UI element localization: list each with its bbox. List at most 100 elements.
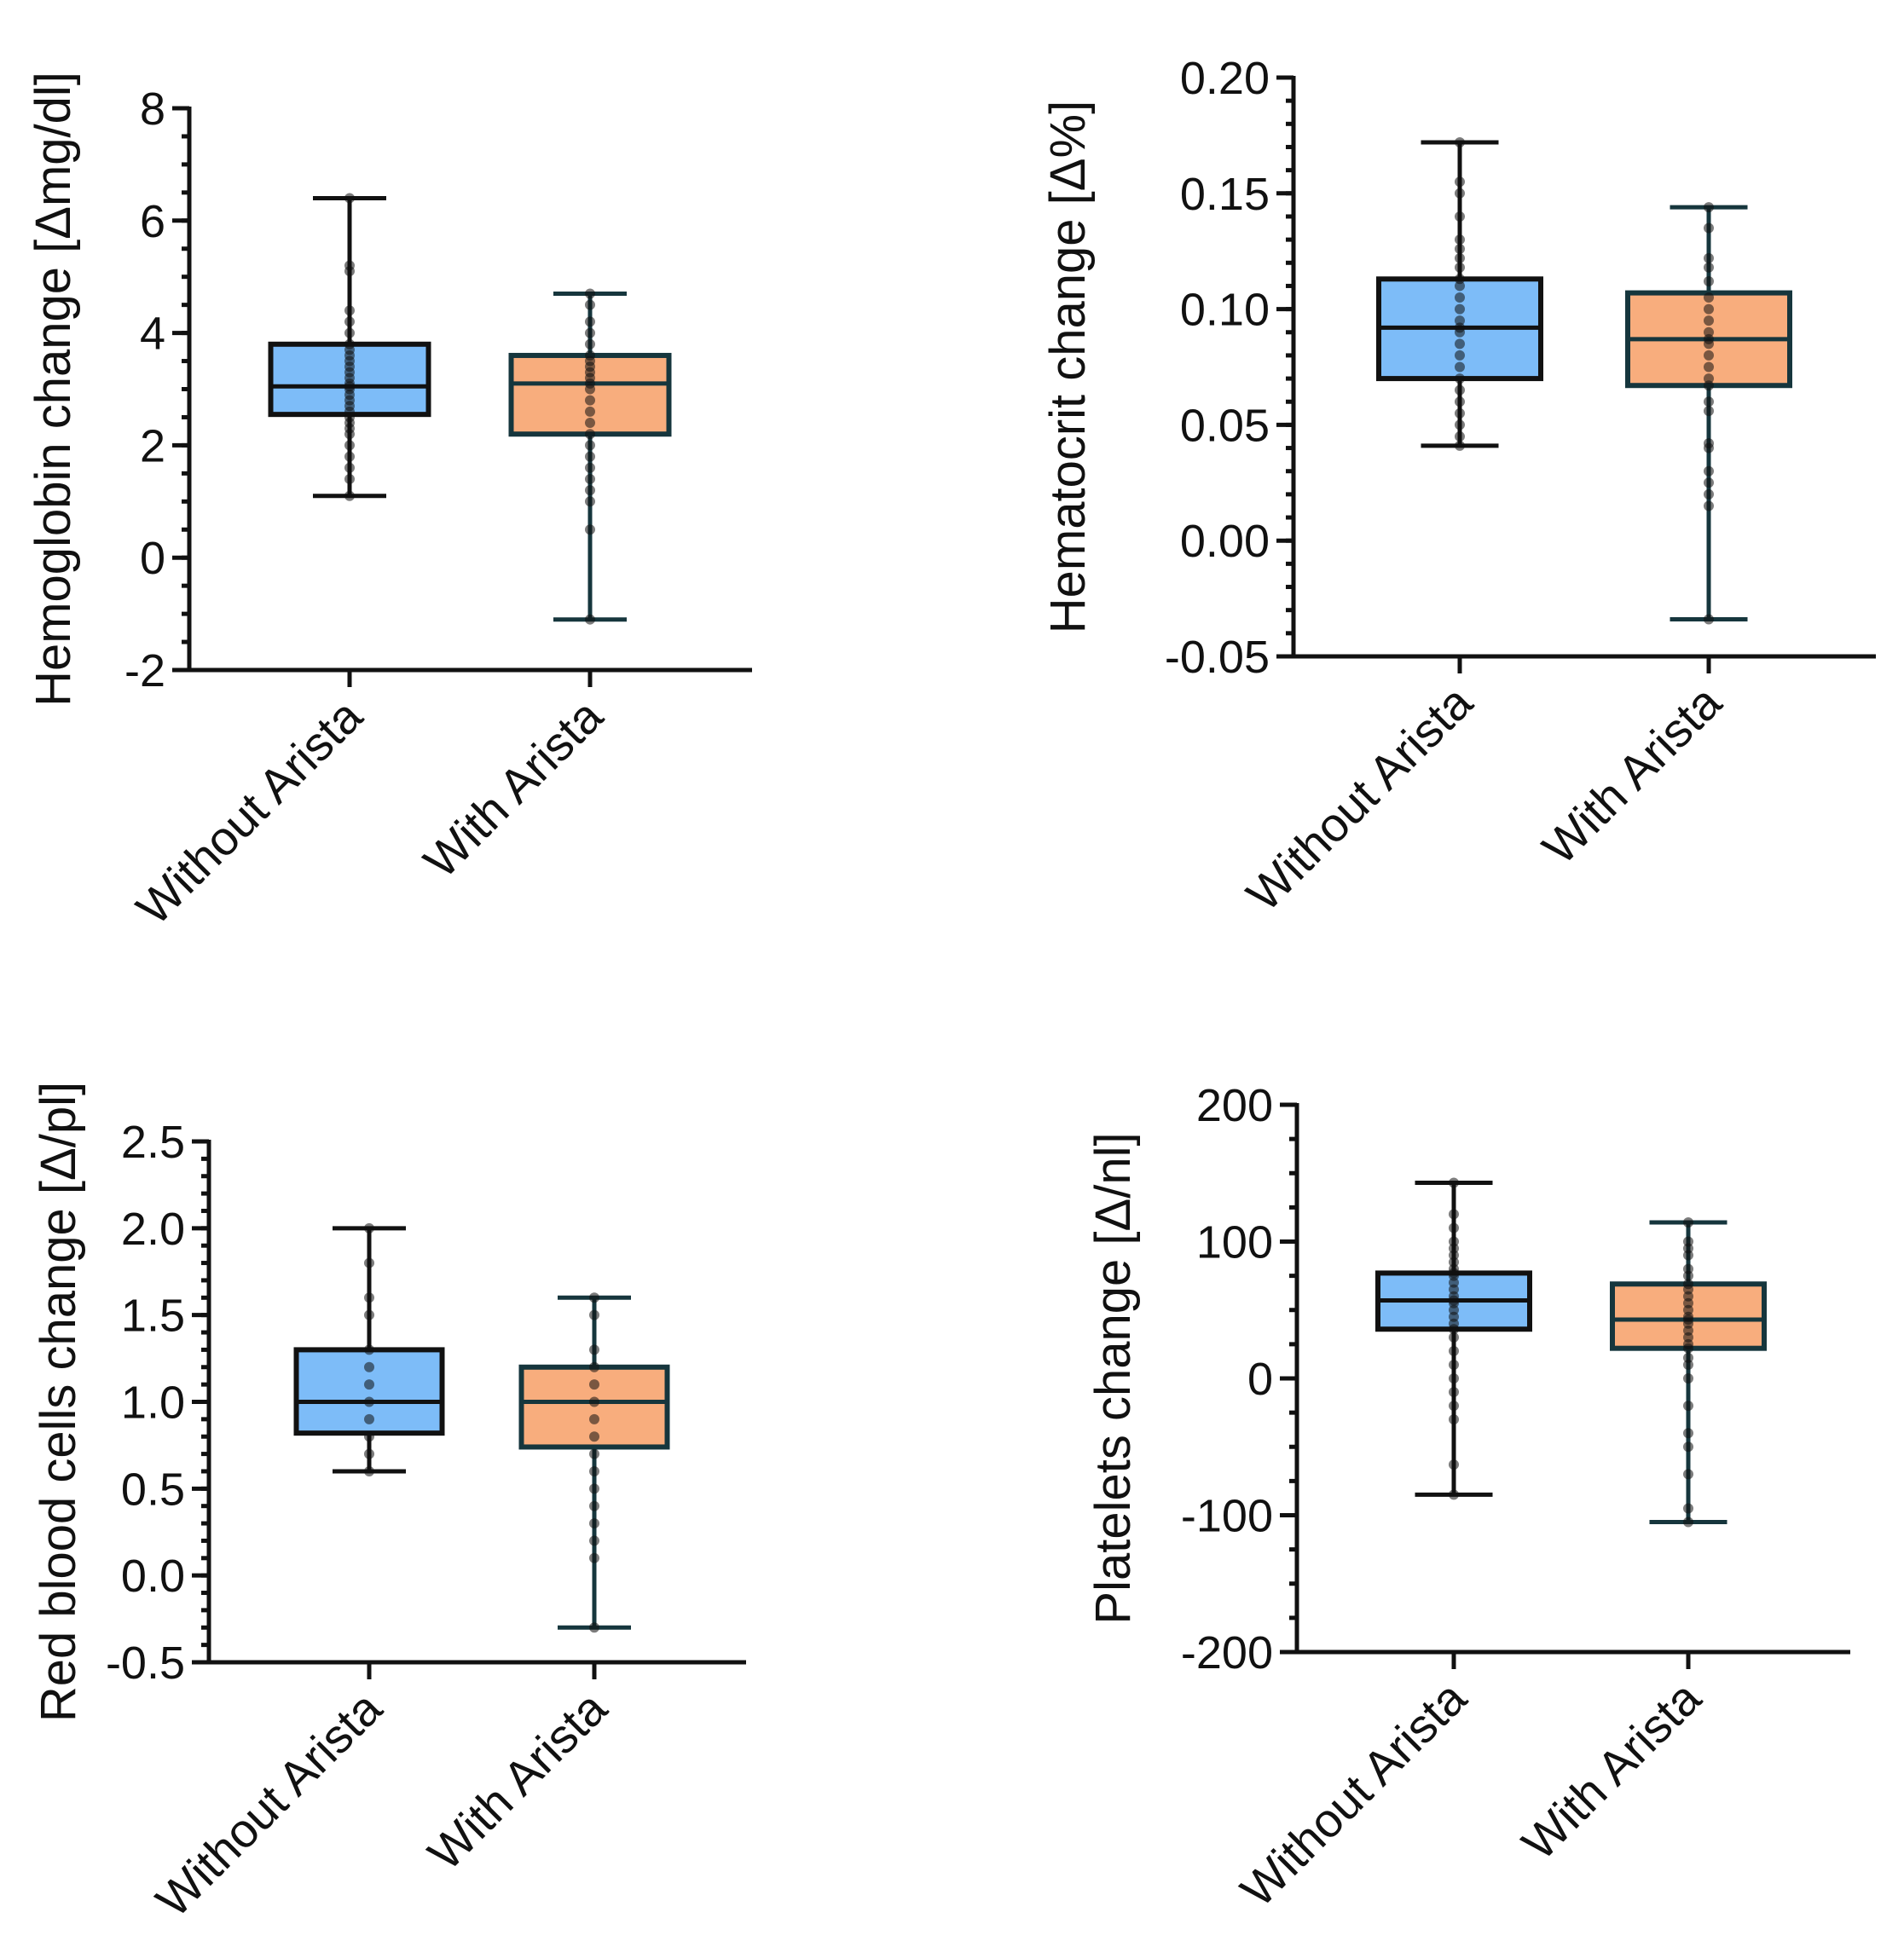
data-point bbox=[585, 338, 595, 350]
data-point bbox=[1449, 1359, 1459, 1370]
data-point bbox=[1683, 1401, 1693, 1412]
data-point bbox=[1449, 1222, 1459, 1233]
data-point bbox=[1449, 1332, 1459, 1343]
data-point bbox=[344, 305, 355, 316]
data-point bbox=[1455, 188, 1465, 199]
y-tick-label: -100 bbox=[1181, 1491, 1273, 1542]
data-point bbox=[1455, 361, 1465, 373]
data-point bbox=[585, 451, 595, 462]
data-point bbox=[344, 260, 355, 271]
y-tick-label: 4 bbox=[140, 309, 165, 360]
data-point bbox=[589, 1622, 599, 1633]
data-point bbox=[585, 473, 595, 484]
data-point bbox=[344, 316, 355, 327]
data-point bbox=[589, 1552, 599, 1563]
data-point bbox=[585, 462, 595, 473]
data-point bbox=[344, 338, 355, 350]
x-category-label: Without Arista bbox=[1230, 1670, 1477, 1916]
data-point bbox=[1704, 350, 1714, 361]
data-point bbox=[1455, 211, 1465, 222]
data-point bbox=[344, 451, 355, 462]
data-point bbox=[1683, 1263, 1693, 1274]
data-point bbox=[1683, 1469, 1693, 1480]
data-point bbox=[589, 1483, 599, 1494]
data-point bbox=[1704, 477, 1714, 488]
data-point bbox=[1683, 1441, 1693, 1453]
y-tick-label: 6 bbox=[140, 196, 165, 247]
data-point bbox=[585, 614, 595, 625]
data-point bbox=[1449, 1177, 1459, 1188]
data-point bbox=[364, 1309, 374, 1320]
data-point bbox=[589, 1413, 599, 1424]
box-with-arista: With Arista bbox=[418, 1292, 670, 1881]
data-point bbox=[1704, 292, 1714, 303]
data-point bbox=[589, 1344, 599, 1355]
chart-panel-platelets: -200 -100 0 100 200 Platelets change [Δ/nl] Wi… bbox=[1085, 1080, 1850, 1917]
y-tick-label: -0.5 bbox=[106, 1638, 185, 1689]
data-point bbox=[1455, 262, 1465, 273]
x-category-label: With Arista bbox=[1512, 1670, 1711, 1869]
y-tick-label: 8 bbox=[140, 84, 165, 135]
y-tick-label: 1.5 bbox=[121, 1291, 185, 1342]
y-axis-title: Hematocrit change [Δ%] bbox=[1040, 101, 1096, 633]
data-point bbox=[1704, 396, 1714, 407]
data-point bbox=[1683, 1279, 1693, 1290]
y-tick-label: 100 bbox=[1196, 1217, 1273, 1268]
data-point bbox=[344, 193, 355, 204]
data-point bbox=[585, 299, 595, 310]
chart-panel-hematocrit: -0.05 0.00 0.05 0.10 0.15 0.20 Hematocrit chan… bbox=[1040, 53, 1876, 922]
data-point bbox=[1683, 1352, 1693, 1363]
data-point bbox=[1455, 243, 1465, 254]
data-point bbox=[1449, 1414, 1459, 1425]
data-point bbox=[1455, 137, 1465, 148]
y-tick-label: -2 bbox=[124, 645, 165, 696]
data-point bbox=[1455, 440, 1465, 451]
data-point bbox=[1455, 315, 1465, 326]
data-point bbox=[364, 1448, 374, 1459]
data-point bbox=[589, 1396, 599, 1407]
data-point bbox=[1455, 274, 1465, 285]
data-point bbox=[589, 1431, 599, 1442]
box-with-arista: With Arista bbox=[1532, 202, 1792, 875]
box-with-arista: With Arista bbox=[414, 288, 672, 888]
data-point bbox=[1449, 1401, 1459, 1412]
data-point bbox=[1704, 614, 1714, 625]
data-point bbox=[344, 462, 355, 473]
y-tick-label: 0.5 bbox=[121, 1464, 185, 1515]
data-point bbox=[1449, 1373, 1459, 1384]
data-point bbox=[344, 440, 355, 451]
data-point bbox=[1455, 234, 1465, 246]
data-point bbox=[1683, 1428, 1693, 1439]
y-axis-title: Hemoglobin change [Δmg/dl] bbox=[26, 72, 81, 707]
data-point bbox=[1704, 326, 1714, 338]
data-point bbox=[589, 1518, 599, 1529]
data-point bbox=[364, 1292, 374, 1303]
data-point bbox=[344, 490, 355, 501]
y-axis-title: Platelets change [Δ/nl] bbox=[1085, 1132, 1141, 1624]
data-point bbox=[1449, 1345, 1459, 1356]
data-point bbox=[585, 429, 595, 440]
data-point bbox=[585, 395, 595, 406]
data-point bbox=[1704, 438, 1714, 449]
data-point bbox=[1704, 406, 1714, 417]
y-tick-label: 200 bbox=[1196, 1080, 1273, 1131]
data-point bbox=[1704, 276, 1714, 287]
y-tick-label: 2.5 bbox=[121, 1117, 185, 1168]
data-point bbox=[1683, 1503, 1693, 1514]
y-tick-label: 0.20 bbox=[1180, 53, 1270, 104]
box-without-arista: Without Arista bbox=[146, 1222, 445, 1927]
data-point bbox=[585, 350, 595, 361]
data-point bbox=[1449, 1236, 1459, 1247]
data-point bbox=[1455, 373, 1465, 384]
y-tick-label: 0.00 bbox=[1180, 516, 1270, 567]
data-point bbox=[589, 1292, 599, 1303]
data-point bbox=[585, 327, 595, 338]
box-with-arista: With Arista bbox=[1512, 1217, 1767, 1870]
y-tick-label: 1.0 bbox=[121, 1378, 185, 1429]
data-point bbox=[1455, 252, 1465, 263]
data-point bbox=[1704, 373, 1714, 384]
data-point bbox=[585, 418, 595, 429]
y-tick-label: -0.05 bbox=[1165, 632, 1270, 683]
x-category-label: Without Arista bbox=[1236, 674, 1483, 921]
